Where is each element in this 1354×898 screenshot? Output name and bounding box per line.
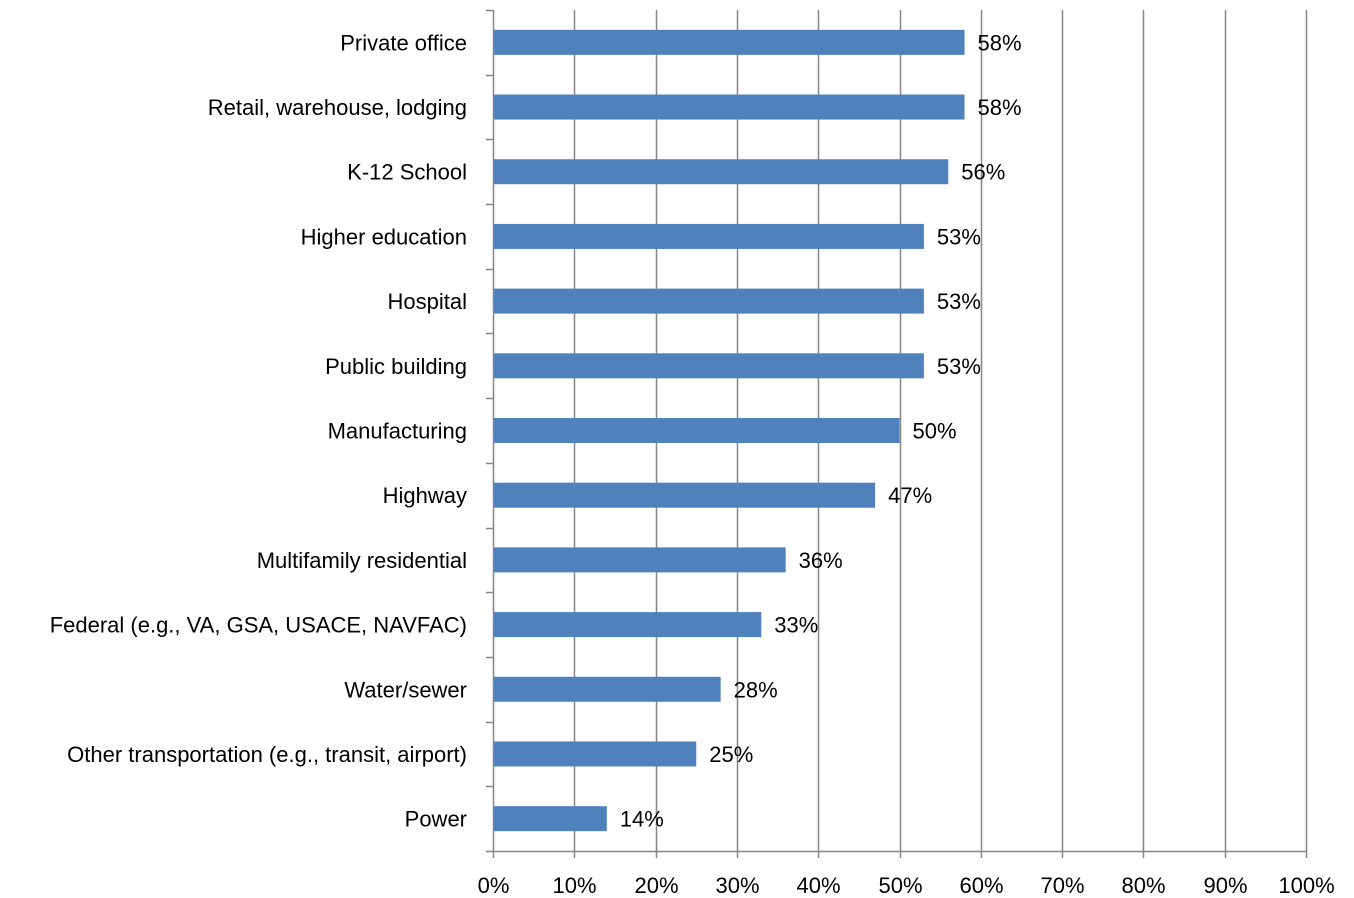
bar — [494, 94, 965, 120]
x-tick-label: 70% — [1040, 873, 1084, 898]
x-tick-label: 0% — [478, 873, 510, 898]
data-label: 58% — [978, 95, 1022, 120]
x-tick-label: 30% — [715, 873, 759, 898]
data-label: 53% — [937, 224, 981, 249]
category-labels: Private office Retail, warehouse, lodging… — [50, 30, 467, 831]
x-tick-label: 40% — [796, 873, 840, 898]
bar — [494, 29, 965, 55]
data-label: 28% — [734, 677, 778, 702]
data-label: 58% — [978, 30, 1022, 55]
gridlines — [573, 10, 1308, 851]
bars — [494, 29, 965, 832]
bar — [494, 482, 876, 508]
data-label: 33% — [774, 613, 818, 638]
category-label: Water/sewer — [344, 677, 467, 702]
category-label: Power — [405, 807, 467, 832]
category-label: Other transportation (e.g., transit, air… — [67, 742, 467, 767]
bar — [494, 418, 900, 443]
category-label: Highway — [383, 483, 467, 508]
x-tick-label: 80% — [1121, 873, 1165, 898]
x-tick-label: 10% — [552, 873, 596, 898]
x-tick-label: 90% — [1203, 873, 1247, 898]
category-label: K-12 School — [347, 160, 467, 185]
data-label: 14% — [620, 807, 664, 832]
bar — [494, 223, 924, 249]
axes — [486, 9, 1308, 858]
data-label: 25% — [709, 742, 753, 767]
category-label: Federal (e.g., VA, GSA, USACE, NAVFAC) — [50, 613, 467, 638]
data-label: 47% — [888, 483, 932, 508]
category-label: Manufacturing — [328, 419, 467, 444]
bar — [494, 547, 786, 573]
bar — [494, 353, 924, 379]
category-label: Multifamily residential — [257, 548, 467, 573]
category-label: Higher education — [301, 224, 467, 249]
category-label: Retail, warehouse, lodging — [208, 95, 467, 120]
category-label: Public building — [325, 354, 467, 379]
bar — [494, 159, 949, 185]
bar — [494, 288, 924, 314]
x-tick-label: 50% — [878, 873, 922, 898]
bar — [494, 806, 607, 832]
data-label: 36% — [799, 548, 843, 573]
category-label: Private office — [340, 30, 467, 55]
data-label: 56% — [961, 160, 1005, 185]
bar — [494, 612, 762, 638]
data-label: 53% — [937, 289, 981, 314]
bar — [494, 741, 697, 767]
x-tick-label: 60% — [959, 873, 1003, 898]
category-label: Hospital — [388, 289, 467, 314]
x-tick-labels: 0% 10% 20% 30% 40% 50% 60% 70% 80% 90% 100% — [478, 873, 1335, 898]
data-label: 50% — [913, 419, 957, 444]
x-tick-label: 20% — [634, 873, 678, 898]
bar — [494, 676, 721, 702]
data-label: 53% — [937, 354, 981, 379]
x-tick-label: 100% — [1278, 873, 1334, 898]
data-labels: 58% 58% 56% 53% 53% 53% 50% 47% 36% 33% 28% 25% 14% — [620, 30, 1022, 831]
